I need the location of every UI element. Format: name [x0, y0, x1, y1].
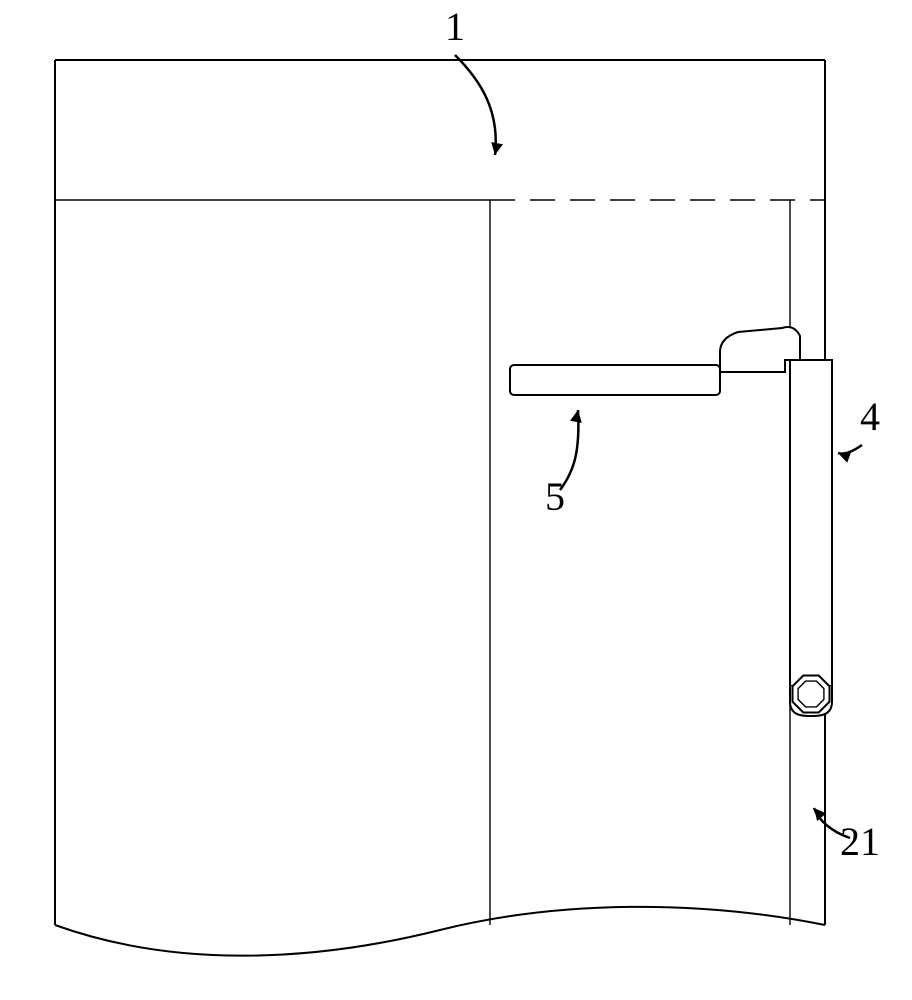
label-l5: 5 — [545, 474, 565, 519]
handle-assembly — [720, 327, 832, 716]
shelf-5 — [510, 365, 720, 395]
label-l4: 4 — [860, 394, 880, 439]
label-l21: 21 — [840, 819, 880, 864]
box-bottom-wave — [55, 907, 825, 956]
handle-hook — [720, 327, 800, 372]
label-l1: 1 — [445, 4, 465, 49]
leader-4 — [838, 445, 862, 463]
leader-1 — [455, 55, 503, 155]
handle-bar — [790, 360, 832, 686]
pivot-octagon-inner — [798, 681, 824, 707]
diagram-canvas: 1 4 5 21 — [0, 0, 912, 1000]
